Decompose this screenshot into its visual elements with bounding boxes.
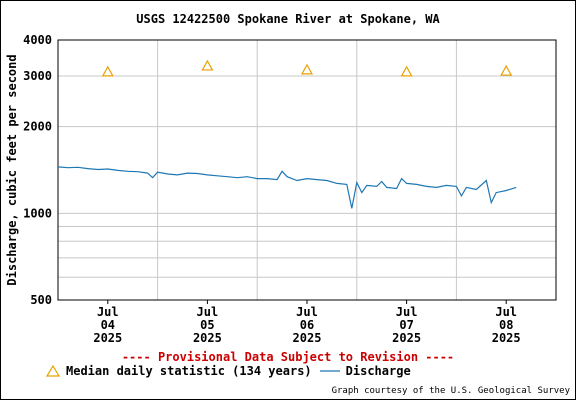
x-tick-label: Jul (495, 305, 517, 319)
discharge-series-line (57, 166, 517, 209)
y-tick-label: 1000 (23, 206, 52, 220)
x-tick-label: 06 (300, 318, 314, 332)
x-tick-label: 2025 (492, 331, 521, 345)
median-triangle-point (300, 63, 314, 75)
median-triangle-point (101, 65, 114, 77)
median-triangle-point (201, 59, 214, 71)
legend-label-median: Median daily statistic (134 years) (66, 364, 312, 378)
legend-item-median: Median daily statistic (134 years) (46, 364, 312, 378)
median-triangle-point (500, 64, 513, 76)
legend-label-discharge: Discharge (345, 364, 411, 378)
x-tick-label: Jul (296, 305, 318, 319)
x-tick-label: 2025 (93, 331, 122, 345)
line-marker-icon (319, 370, 340, 372)
legend-item-discharge: Discharge (319, 364, 411, 378)
y-axis-label: Discharge, cubic feet per second (5, 54, 19, 285)
x-tick-label: 2025 (392, 331, 421, 345)
chart-title: USGS 12422500 Spokane River at Spokane, … (136, 12, 440, 26)
x-tick-label: Jul (97, 305, 119, 319)
y-tick-label: 4000 (23, 33, 52, 47)
x-tick-label: Jul (197, 305, 219, 319)
x-tick-label: 05 (200, 318, 214, 332)
legend: Median daily statistic (134 years) Disch… (46, 364, 411, 378)
median-triangle-point (400, 65, 413, 77)
y-tick-label: 500 (30, 293, 52, 307)
triangle-marker-icon (46, 365, 60, 377)
plot-area (58, 40, 556, 300)
y-tick-label: 3000 (23, 69, 52, 83)
x-tick-label: 08 (499, 318, 513, 332)
credit-text: Graph courtesy of the U.S. Geological Su… (331, 386, 570, 396)
x-tick-label: 2025 (193, 331, 222, 345)
x-tick-label: 04 (101, 318, 115, 332)
x-tick-label: Jul (396, 305, 418, 319)
x-tick-label: 07 (399, 318, 413, 332)
x-tick-label: 2025 (293, 331, 322, 345)
y-tick-label: 2000 (23, 120, 52, 134)
provisional-annotation: ---- Provisional Data Subject to Revisio… (121, 350, 455, 364)
